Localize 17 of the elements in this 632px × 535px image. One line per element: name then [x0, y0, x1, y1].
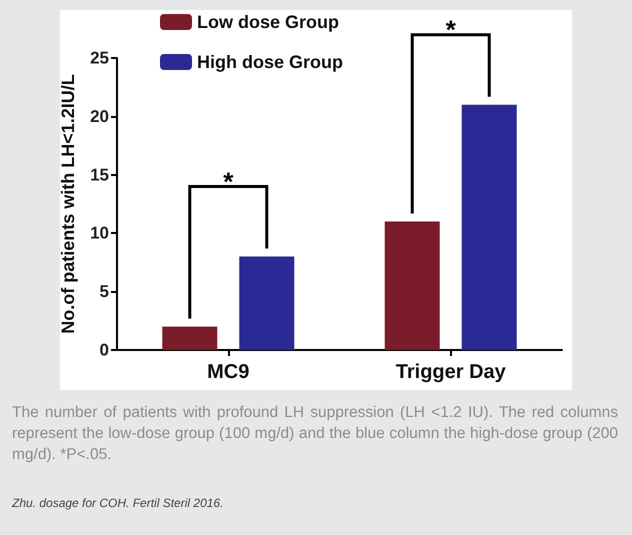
x-tick-label: MC9: [207, 361, 250, 383]
text: *: [446, 14, 457, 45]
x-tick-label: Trigger Day: [396, 361, 507, 383]
legend-label: Low dose Group: [197, 12, 339, 32]
legend-label: High dose Group: [197, 52, 343, 72]
y-tick-label: 20: [90, 106, 109, 126]
annotation: *: [223, 166, 234, 197]
text: Zhu. dosage for COH. Fertil Steril 2016.: [12, 496, 224, 510]
y-tick-label: 15: [90, 165, 109, 184]
y-tick-label: 10: [90, 224, 109, 243]
y-tick-label: 25: [90, 48, 109, 68]
y-tick-label: 0: [100, 340, 109, 360]
bar: [162, 326, 218, 350]
text: The number of patients with profound LH suppression (LH <1.2 IU). The red columns represent the low-dose group (100 mg/d) and the blue column the high-dose group (200 mg/d). *P<.05.: [12, 403, 618, 465]
y-tick-label: 5: [100, 282, 109, 302]
bar: [384, 222, 440, 350]
y-axis-title: No.of patients with LH<1.2IU/L: [58, 74, 78, 334]
